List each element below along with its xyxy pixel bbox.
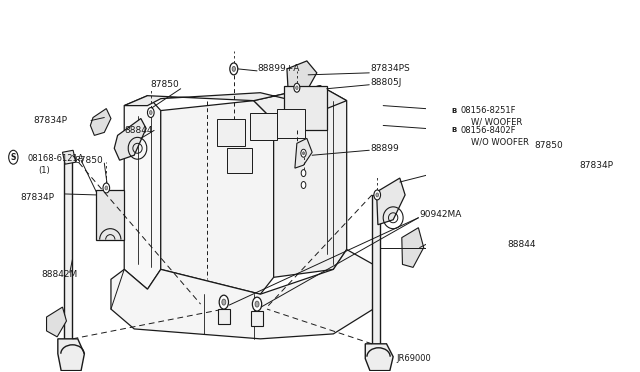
Bar — [250, 113, 277, 140]
Text: 88842M: 88842M — [41, 270, 77, 279]
Text: 87850: 87850 — [74, 156, 103, 165]
Polygon shape — [365, 344, 393, 371]
Polygon shape — [63, 150, 76, 164]
Text: (1): (1) — [38, 166, 50, 174]
Circle shape — [147, 108, 154, 118]
Text: 87834P: 87834P — [34, 116, 68, 125]
Polygon shape — [402, 228, 424, 267]
Circle shape — [301, 149, 306, 157]
Bar — [218, 309, 230, 324]
Polygon shape — [124, 86, 347, 109]
Circle shape — [303, 152, 305, 155]
Text: W/O WOOFER: W/O WOOFER — [471, 138, 529, 147]
Polygon shape — [376, 178, 405, 225]
Text: 88805J: 88805J — [371, 78, 402, 87]
Bar — [97, 190, 124, 240]
Text: 88899+A: 88899+A — [257, 64, 300, 73]
Circle shape — [255, 301, 259, 307]
Text: 88899: 88899 — [371, 144, 399, 153]
Circle shape — [232, 66, 236, 71]
Circle shape — [9, 150, 18, 164]
Polygon shape — [253, 86, 347, 277]
Bar — [227, 148, 252, 173]
Text: 08168-6121A: 08168-6121A — [28, 154, 84, 163]
Circle shape — [376, 193, 378, 197]
Text: B: B — [451, 108, 456, 113]
Bar — [217, 119, 245, 146]
Text: W/ WOOFER: W/ WOOFER — [471, 118, 522, 127]
Text: 88844: 88844 — [508, 240, 536, 249]
Polygon shape — [111, 250, 373, 339]
Text: JR69000: JR69000 — [397, 354, 431, 363]
Text: 90942MA: 90942MA — [420, 210, 462, 219]
Circle shape — [222, 299, 226, 305]
Circle shape — [219, 295, 228, 309]
Circle shape — [230, 63, 238, 75]
Text: 08156-8402F: 08156-8402F — [461, 126, 516, 135]
Text: B: B — [451, 128, 456, 134]
Text: 88844: 88844 — [124, 126, 153, 135]
Bar — [251, 311, 263, 326]
Bar — [277, 109, 305, 138]
Circle shape — [105, 186, 108, 190]
Circle shape — [449, 104, 458, 118]
Polygon shape — [287, 61, 317, 93]
Text: 87834P: 87834P — [579, 161, 613, 170]
Circle shape — [449, 124, 458, 137]
Text: 87834P: 87834P — [20, 193, 54, 202]
Circle shape — [301, 170, 306, 177]
Circle shape — [294, 83, 300, 92]
Circle shape — [103, 183, 109, 193]
Text: 08156-8251F: 08156-8251F — [461, 106, 516, 115]
Polygon shape — [124, 96, 161, 289]
Polygon shape — [295, 138, 312, 168]
Circle shape — [301, 182, 306, 189]
Circle shape — [150, 110, 152, 115]
Bar — [372, 195, 380, 344]
Polygon shape — [115, 119, 146, 160]
Circle shape — [252, 297, 262, 311]
Polygon shape — [47, 307, 67, 337]
Polygon shape — [161, 101, 274, 294]
Polygon shape — [58, 339, 84, 371]
Polygon shape — [90, 109, 111, 135]
Bar — [65, 155, 72, 339]
Text: 87834PS: 87834PS — [371, 64, 410, 73]
Text: 87850: 87850 — [534, 141, 563, 150]
Circle shape — [374, 190, 381, 200]
Bar — [284, 86, 327, 131]
Circle shape — [296, 86, 298, 90]
Text: S: S — [11, 153, 16, 162]
Text: 87850: 87850 — [150, 80, 179, 89]
